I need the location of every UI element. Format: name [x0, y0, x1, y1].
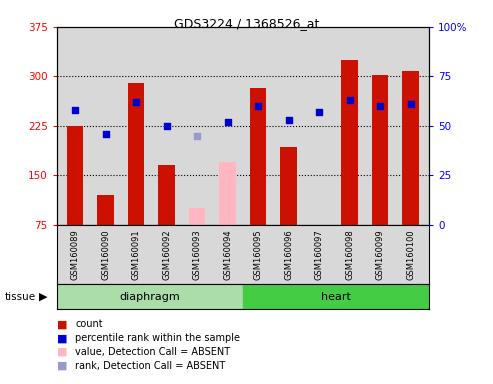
- Point: [284, 117, 292, 123]
- Text: GSM160095: GSM160095: [253, 229, 263, 280]
- Bar: [372, 75, 388, 225]
- Text: ■: ■: [57, 319, 67, 329]
- Point: [407, 101, 415, 107]
- Text: ■: ■: [57, 333, 67, 343]
- Bar: [341, 60, 358, 225]
- Point: [102, 131, 109, 137]
- Point: [254, 103, 262, 109]
- Bar: [57, 284, 243, 309]
- Text: GSM160098: GSM160098: [345, 229, 354, 280]
- Bar: [189, 208, 206, 225]
- Text: GSM160097: GSM160097: [315, 229, 323, 280]
- Bar: [280, 147, 297, 225]
- Text: GSM160099: GSM160099: [376, 229, 385, 280]
- Bar: [402, 71, 419, 225]
- Bar: [219, 162, 236, 225]
- Bar: [67, 126, 83, 225]
- Text: ■: ■: [57, 361, 67, 371]
- Text: GSM160089: GSM160089: [70, 229, 79, 280]
- Text: percentile rank within the sample: percentile rank within the sample: [75, 333, 241, 343]
- Point: [193, 132, 201, 139]
- Text: GSM160093: GSM160093: [193, 229, 202, 280]
- Text: GSM160094: GSM160094: [223, 229, 232, 280]
- Text: GDS3224 / 1368526_at: GDS3224 / 1368526_at: [174, 17, 319, 30]
- Bar: [243, 284, 429, 309]
- Bar: [128, 83, 144, 225]
- Text: GSM160090: GSM160090: [101, 229, 110, 280]
- Bar: [97, 195, 114, 225]
- Text: GSM160096: GSM160096: [284, 229, 293, 280]
- Text: diaphragm: diaphragm: [119, 291, 180, 302]
- Point: [132, 99, 140, 105]
- Point: [315, 109, 323, 115]
- Point: [71, 107, 79, 113]
- Text: tissue: tissue: [5, 291, 36, 302]
- Text: GSM160092: GSM160092: [162, 229, 171, 280]
- Point: [346, 97, 353, 103]
- Point: [376, 103, 384, 109]
- Bar: [249, 88, 266, 225]
- Text: GSM160091: GSM160091: [132, 229, 141, 280]
- Text: value, Detection Call = ABSENT: value, Detection Call = ABSENT: [75, 347, 231, 357]
- Bar: [158, 166, 175, 225]
- Text: ■: ■: [57, 347, 67, 357]
- Text: GSM160100: GSM160100: [406, 229, 415, 280]
- Text: count: count: [75, 319, 103, 329]
- Text: ▶: ▶: [38, 291, 47, 302]
- Point: [224, 119, 232, 125]
- Text: heart: heart: [321, 291, 351, 302]
- Point: [163, 123, 171, 129]
- Text: rank, Detection Call = ABSENT: rank, Detection Call = ABSENT: [75, 361, 226, 371]
